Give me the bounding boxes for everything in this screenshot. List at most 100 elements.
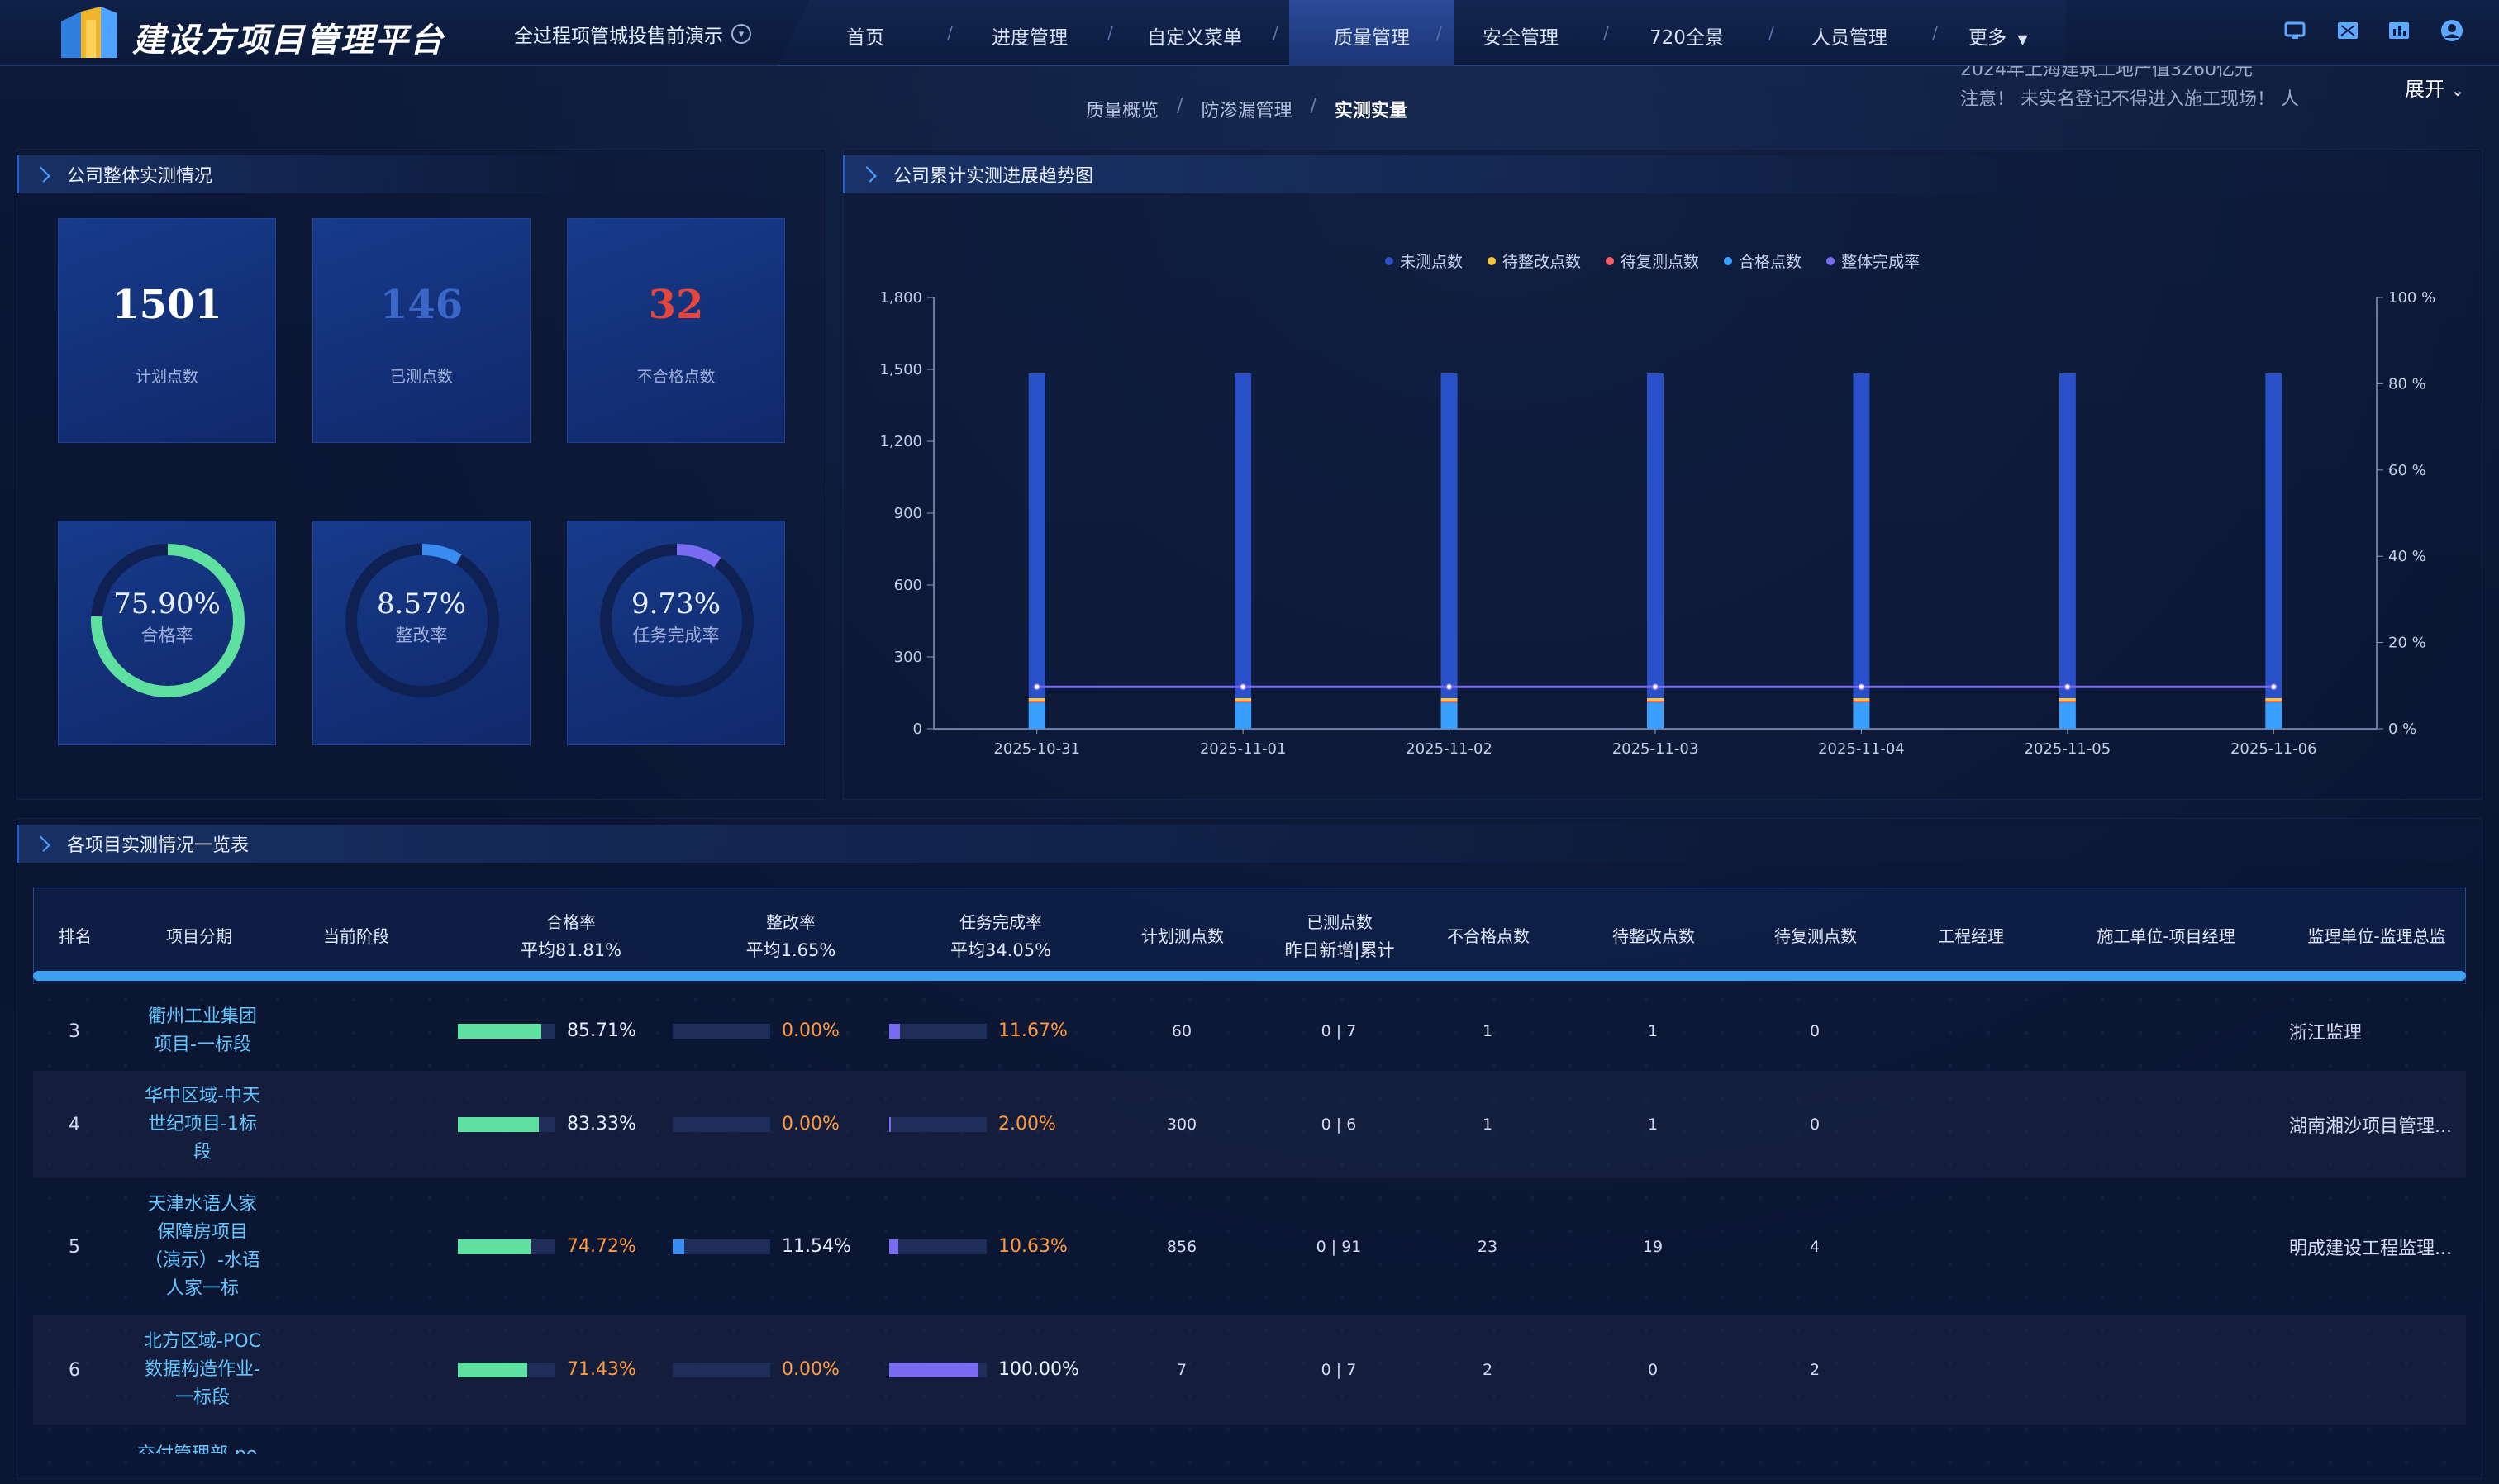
bar-segment <box>2059 697 2076 702</box>
header-task-rate-avg: 平均34.05% <box>950 940 1052 960</box>
nav-item-quality[interactable]: 质量管理 <box>1289 0 1454 66</box>
nav-item-720-panorama[interactable]: 720全景 <box>1649 27 1724 49</box>
partial-row-text: 交付管理部-po <box>137 1441 257 1454</box>
header-fix-rate[interactable]: 整改率 平均1.65% <box>683 887 898 985</box>
bar-fill <box>889 1117 891 1132</box>
fix-rate-value: 0.00% <box>782 1359 840 1380</box>
bar-segment <box>2265 701 2282 703</box>
legend-item[interactable]: 整体完成率 <box>1826 250 1920 272</box>
project-name-line: 项目-一标段 <box>154 1035 251 1055</box>
cell-engineer <box>1896 1178 2044 1315</box>
stat-label: 不合格点数 <box>636 368 716 386</box>
cell-planned: 7 <box>1176 1361 1188 1379</box>
bar-segment <box>1440 701 1458 703</box>
expand-label: 展开 <box>2405 78 2444 101</box>
header-task-rate[interactable]: 任务完成率 平均34.05% <box>893 887 1108 985</box>
bar-segment <box>1647 702 1664 729</box>
bar-track <box>673 1363 770 1377</box>
breadcrumb-separator: / <box>1310 96 1316 117</box>
top-header: 建设方项目管理平台 全过程项管城投售前演示 ▾ 首页 / 进度管理 / 自定义菜… <box>0 0 2499 66</box>
bar-fill <box>889 1363 978 1377</box>
bar-fill <box>673 1239 684 1254</box>
task-rate-value: 100.00% <box>998 1359 1079 1380</box>
ring-label: 合格率 <box>140 625 193 645</box>
subnav-leakage[interactable]: 防渗漏管理 <box>1201 101 1292 121</box>
table-row[interactable]: 4 华中区域-中天 世纪项目-1标段 83.33% 0.00% 2.00% 300… <box>33 1071 2466 1178</box>
partial-row-project[interactable]: 交付管理部-po <box>137 1441 257 1454</box>
cell-stage <box>289 1178 421 1315</box>
legend-dot-icon <box>1606 256 1615 265</box>
legend-item[interactable]: 合格点数 <box>1724 250 1802 272</box>
header-planned: 计划测点数 <box>1141 926 1224 946</box>
hex-pattern <box>33 983 2466 1479</box>
table-header-underline <box>33 971 2466 981</box>
legend-dot-icon <box>1385 256 1393 265</box>
y2-tick-label: 100 % <box>2388 289 2435 307</box>
nav-more-label: 更多 <box>1968 27 2006 49</box>
legend-dot-icon <box>1826 256 1835 265</box>
legend-item[interactable]: 未测点数 <box>1385 250 1463 272</box>
table-row[interactable]: 5 天津水语人家 保障房项目 （演示）-水语 人家一标 74.72% 11.54% 1… <box>33 1178 2466 1315</box>
cell-project[interactable]: 天津水语人家 保障房项目 （演示）-水语 人家一标 <box>132 1178 273 1315</box>
table-row[interactable]: 6 北方区域-POC 数据构造作业- 一标段 71.43% 0.00% 100.00… <box>33 1315 2466 1425</box>
bar-segment <box>1440 702 1458 729</box>
cell-stage <box>289 1071 421 1178</box>
chart-legend: 未测点数 待整改点数 待复测点数 合格点数 整体完成率 <box>1385 250 1920 272</box>
bar-segment <box>2059 373 2076 698</box>
expand-button[interactable]: 展开 ⌄ <box>2405 73 2464 102</box>
user-icon[interactable] <box>2440 18 2464 43</box>
fix-rate-value: 0.00% <box>782 1114 840 1134</box>
cell-to-fix: 1 <box>1647 1115 1659 1134</box>
bar-segment <box>1235 697 1252 702</box>
cell-planned: 60 <box>1171 1022 1192 1040</box>
pass-rate-value: 83.33% <box>567 1114 636 1134</box>
trend-chart: 0 300 600 900 1,200 1,500 1,800 0 % 20 % 40 % 60 %… <box>879 289 2435 758</box>
header-measured: 已测点数 昨日新增|累计 <box>1257 887 1422 985</box>
stat-value: 32 <box>648 282 704 328</box>
ring-chart <box>600 544 754 697</box>
nav-item-safety[interactable]: 安全管理 <box>1483 27 1559 49</box>
subnav-measurement[interactable]: 实测实量 <box>1334 101 1407 121</box>
project-selector[interactable]: 全过程项管城投售前演示 ▾ <box>514 20 751 48</box>
chart-icon[interactable] <box>2387 18 2411 43</box>
chevron-right-icon <box>34 835 50 852</box>
cell-stage <box>289 992 421 1071</box>
monitor-icon[interactable] <box>2282 18 2307 43</box>
header-pass-rate[interactable]: 合格率 平均81.81% <box>464 887 678 985</box>
cell-measured: 0 | 7 <box>1321 1022 1357 1040</box>
cell-supervisor: 明成建设工程监理... <box>2289 1239 2452 1259</box>
task-rate-value: 10.63% <box>998 1236 1068 1257</box>
stat-label: 计划点数 <box>135 368 198 386</box>
cell-project[interactable]: 北方区域-POC 数据构造作业- 一标段 <box>132 1315 273 1425</box>
nav-item-personnel[interactable]: 人员管理 <box>1811 27 1887 49</box>
header-fix-rate-label: 整改率 <box>766 912 816 932</box>
trend-title-text: 公司累计实测进展趋势图 <box>893 166 1094 187</box>
announcement-ticker: 2024年上海建筑工地产值3260亿元 注意！ 未实名登记不得进入施工现场！ 人 <box>1960 66 2349 106</box>
overview-title-text: 公司整体实测情况 <box>67 166 213 187</box>
header-fix-rate-avg: 平均1.65% <box>745 940 836 960</box>
subnav-quality-overview[interactable]: 质量概览 <box>1086 101 1159 121</box>
legend-item[interactable]: 待整改点数 <box>1488 250 1581 272</box>
nav-item-home[interactable]: 首页 <box>846 27 884 49</box>
project-name-line: 段 <box>193 1142 212 1163</box>
bar-segment <box>1440 697 1458 702</box>
stat-label: 已测点数 <box>389 368 453 386</box>
screen-icon[interactable] <box>2335 18 2360 43</box>
x-tick-label: 2025-11-02 <box>1406 740 1492 758</box>
bar-segment <box>1440 373 1458 698</box>
table-row[interactable]: 3 衢州工业集团 项目-一标段 85.71% 0.00% 11.67% 60 0 … <box>33 992 2466 1071</box>
cell-project[interactable]: 华中区域-中天 世纪项目-1标段 <box>132 1071 273 1178</box>
legend-label: 待整改点数 <box>1502 253 1582 271</box>
nav-item-progress[interactable]: 进度管理 <box>992 27 1068 49</box>
cell-contractor <box>2041 1178 2289 1315</box>
nav-separator: / <box>1107 23 1113 43</box>
stat-card-failed: 32 不合格点数 <box>567 218 785 443</box>
project-name-line: 衢州工业集团 <box>147 1006 257 1027</box>
nav-item-custom-menu[interactable]: 自定义菜单 <box>1147 27 1242 49</box>
nav-item-more[interactable]: 更多 ▼ <box>1968 21 2028 50</box>
legend-item[interactable]: 待复测点数 <box>1606 250 1699 272</box>
line-point <box>1239 683 1247 691</box>
cell-rank: 5 <box>69 1236 80 1258</box>
ring-value: 75.90% <box>113 587 221 621</box>
cell-project[interactable]: 衢州工业集团 项目-一标段 <box>132 992 273 1071</box>
